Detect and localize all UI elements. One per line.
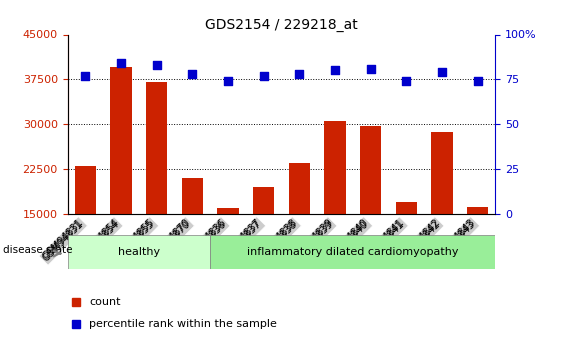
Bar (110, 67, 132, 304)
Bar (360, 126, 381, 304)
Text: GSM94836: GSM94836 (184, 217, 228, 261)
Bar (253, 187, 274, 304)
Bar (182, 178, 203, 304)
Point (259, 73, 268, 79)
Bar (289, 163, 310, 304)
Text: GSM94843: GSM94843 (434, 217, 477, 261)
Text: GSM94839: GSM94839 (291, 217, 335, 261)
Bar (75, 166, 96, 304)
Bar (467, 207, 488, 304)
Point (330, 68, 339, 73)
Point (81, 73, 90, 79)
Text: count: count (89, 297, 120, 307)
Text: GSM94854: GSM94854 (77, 217, 121, 262)
FancyBboxPatch shape (210, 235, 495, 269)
Text: percentile rank within the sample: percentile rank within the sample (89, 319, 277, 329)
Text: GSM94842: GSM94842 (397, 217, 442, 262)
Text: healthy: healthy (118, 247, 160, 257)
Bar (431, 132, 453, 304)
Text: GSM94870: GSM94870 (148, 217, 193, 262)
Point (188, 71, 197, 77)
Point (224, 78, 233, 84)
Bar (217, 208, 239, 304)
Bar (146, 82, 167, 304)
Point (117, 60, 126, 66)
Title: GDS2154 / 229218_at: GDS2154 / 229218_at (205, 18, 358, 32)
Text: GSM94841: GSM94841 (362, 217, 406, 261)
Point (295, 71, 304, 77)
Text: GSM94831: GSM94831 (41, 217, 86, 261)
Bar (324, 121, 346, 304)
Bar (396, 202, 417, 304)
Point (402, 78, 411, 84)
Text: GSM94838: GSM94838 (255, 217, 300, 261)
Text: GSM94855: GSM94855 (112, 217, 157, 262)
Point (473, 78, 482, 84)
Point (152, 62, 161, 68)
Point (366, 66, 375, 71)
FancyBboxPatch shape (68, 235, 210, 269)
Text: GSM94837: GSM94837 (219, 217, 263, 262)
Text: disease state: disease state (3, 245, 73, 255)
Point (437, 69, 446, 75)
Text: GSM94840: GSM94840 (327, 217, 370, 261)
Text: inflammatory dilated cardiomyopathy: inflammatory dilated cardiomyopathy (247, 247, 458, 257)
